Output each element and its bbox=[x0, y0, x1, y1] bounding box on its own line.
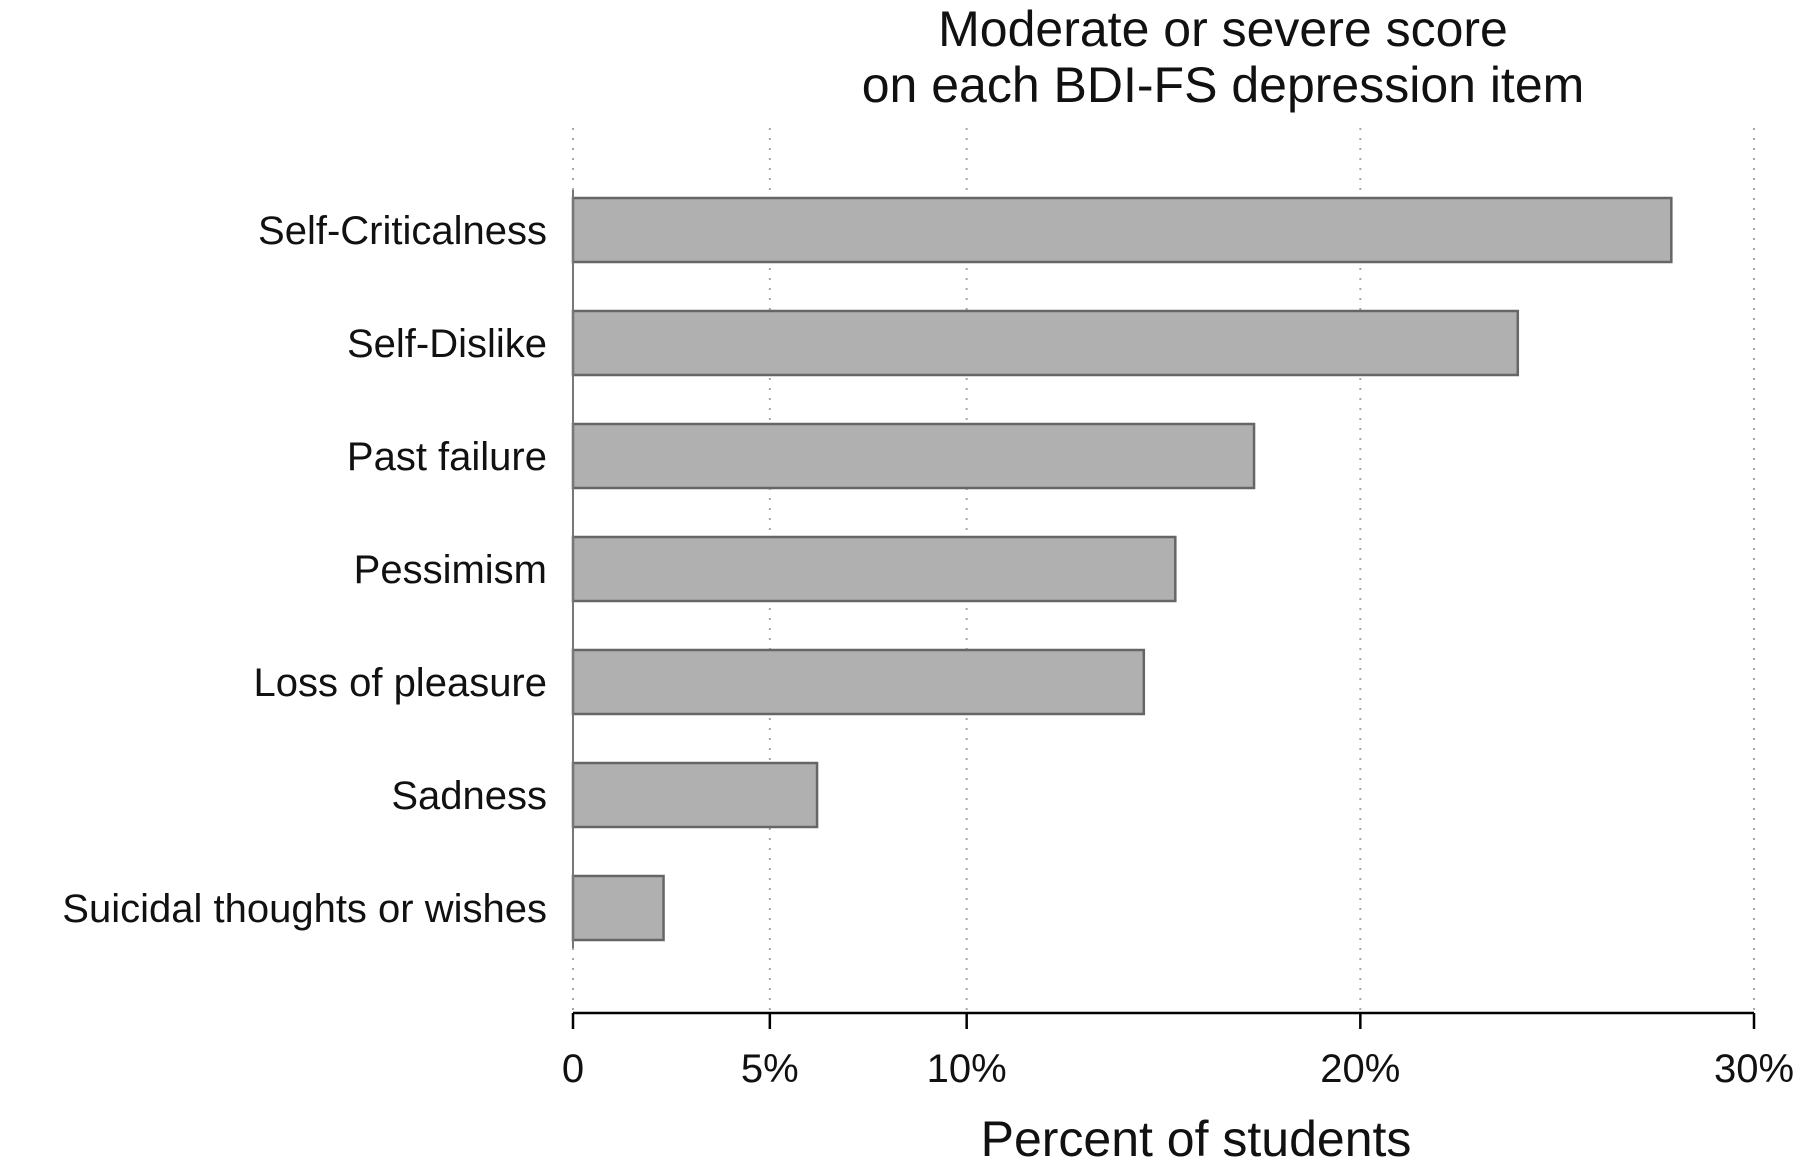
category-label-2: Past failure bbox=[347, 435, 547, 479]
x-axis-title: Percent of students bbox=[981, 1111, 1412, 1159]
category-label-0: Self-Criticalness bbox=[258, 209, 547, 253]
bar-0 bbox=[571, 196, 1673, 264]
x-tick-label-1: 5% bbox=[741, 1047, 799, 1091]
bar-4 bbox=[571, 648, 1146, 716]
category-label-5: Sadness bbox=[391, 774, 547, 818]
x-axis: 0 5% 10% 20% 30% bbox=[562, 190, 1794, 1091]
category-label-3: Pessimism bbox=[354, 548, 547, 592]
bar-3 bbox=[571, 535, 1177, 603]
category-label-4: Loss of pleasure bbox=[253, 661, 547, 705]
category-label-6: Suicidal thoughts or wishes bbox=[62, 887, 547, 931]
bar-2 bbox=[571, 422, 1256, 490]
x-tick-label-4: 30% bbox=[1714, 1047, 1794, 1091]
chart-title-line-2: on each BDI-FS depression item bbox=[862, 57, 1585, 113]
x-tick-label-0: 0 bbox=[562, 1047, 584, 1091]
bar-6 bbox=[571, 874, 665, 942]
category-labels: Self-Criticalness Self-Dislike Past failur… bbox=[62, 209, 547, 931]
x-tick-label-3: 20% bbox=[1320, 1047, 1400, 1091]
chart-title-line-1: Moderate or severe score bbox=[938, 1, 1508, 57]
chart-title: Moderate or severe score on each BDI-FS … bbox=[862, 1, 1585, 113]
category-label-1: Self-Dislike bbox=[347, 322, 547, 366]
bar-5 bbox=[571, 761, 819, 829]
bar-1 bbox=[571, 309, 1520, 377]
bars bbox=[571, 196, 1673, 942]
x-tick-label-2: 10% bbox=[927, 1047, 1007, 1091]
